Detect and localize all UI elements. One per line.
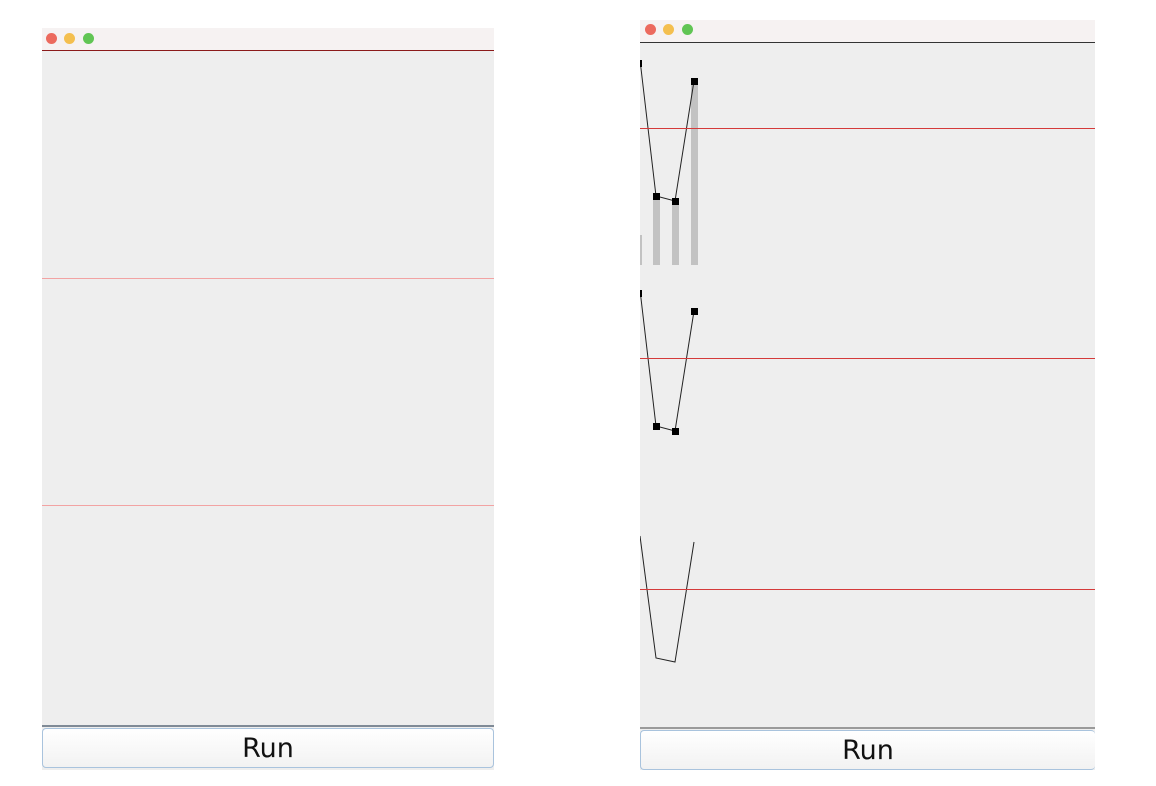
panel-1-marker-4 [691,78,698,85]
left-plot-area [42,51,494,725]
panel-2-marker-3 [672,428,679,435]
left-panel-divider-2 [42,505,494,506]
panel-1-marker-3 [672,198,679,205]
left-bottom-separator [42,725,494,727]
panel-1-marker-2 [653,193,660,200]
left-titlebar [42,28,494,51]
panel-1 [640,59,1095,265]
right-bottom-separator [640,727,1095,729]
right-titlebar [640,20,1095,43]
right-window: Run [640,20,1095,770]
panel-1-marker-1 [640,60,642,67]
close-window-button[interactable] [645,24,656,35]
panel-2-marker-1 [640,290,642,297]
panel-3 [640,535,1095,663]
minimize-window-button[interactable] [64,33,75,44]
left-window: Run [42,28,494,770]
panel-2 [640,289,1095,435]
panel-1-bar-2 [653,196,660,265]
panel-1-line [640,59,695,202]
right-plot-area [640,43,1095,727]
panel-3-line [640,535,695,663]
close-window-button[interactable] [46,33,57,44]
zoom-window-button[interactable] [83,33,94,44]
panel-1-bar-4 [691,81,698,265]
left-titlebar-divider [42,50,494,51]
panel-1-bar-3 [672,201,679,265]
panel-1-bar-1 [640,235,642,265]
left-panel-divider-1 [42,278,494,279]
panel-2-marker-4 [691,308,698,315]
zoom-window-button[interactable] [682,24,693,35]
run-button[interactable]: Run [42,728,494,768]
run-button[interactable]: Run [640,730,1095,770]
right-plot-canvas [640,59,1095,663]
minimize-window-button[interactable] [663,24,674,35]
right-titlebar-divider [640,42,1095,43]
panel-2-marker-2 [653,423,660,430]
panel-2-line [640,289,695,432]
